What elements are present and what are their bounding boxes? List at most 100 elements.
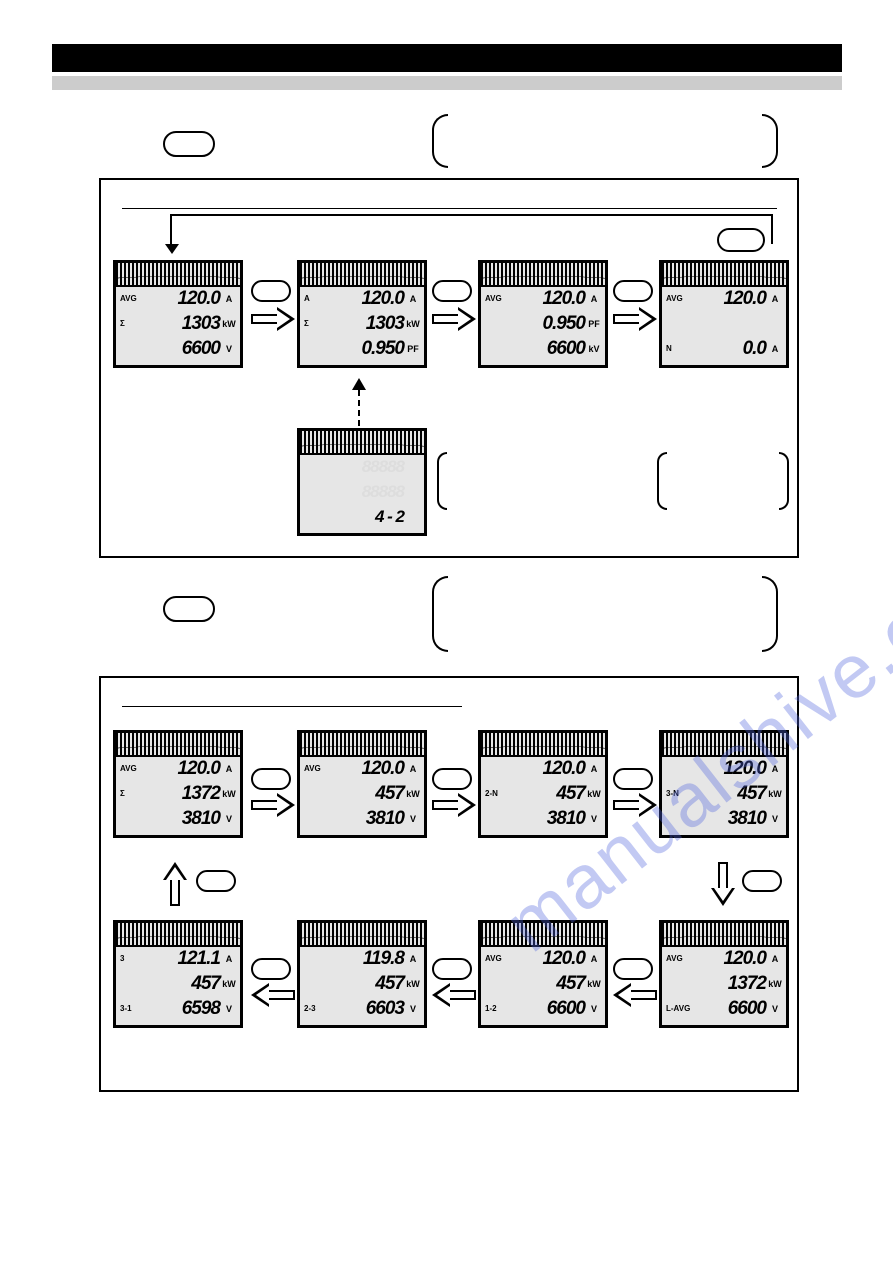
lcd-value: 120.0 — [511, 948, 587, 970]
lcd-value: 120.0 — [330, 288, 406, 310]
lcd-value: 120.0 — [692, 288, 768, 310]
panel-1-rule — [122, 208, 777, 209]
pill-feedback-1 — [717, 228, 765, 252]
dashed-line — [358, 390, 360, 426]
lcd-p2b-2: 119.8A 457kW 2-36603V — [297, 920, 427, 1028]
lcd-unit: V — [222, 814, 236, 824]
lcd-value: 120.0 — [146, 288, 222, 310]
lcd-value: 457 — [511, 973, 587, 995]
lcd-unit: A — [406, 764, 420, 774]
lcd-p1-2: A120.0A Σ1303kW 0.950PF — [297, 260, 427, 368]
lcd-value: 457 — [330, 783, 406, 805]
lcd-value: 457 — [511, 783, 587, 805]
lcd-unit: kW — [222, 319, 236, 329]
small-bracket-left-2 — [657, 452, 667, 510]
lcd-value: 1372 — [692, 973, 768, 995]
dashed-arrowhead-icon — [352, 378, 366, 390]
lcd-p2t-2: AVG120.0A 457kW 3810V — [297, 730, 427, 838]
lcd-label: 1-2 — [485, 1005, 511, 1013]
lcd-label: N — [666, 345, 692, 353]
lcd-value: 6600 — [511, 998, 587, 1020]
feedback-line-1 — [170, 214, 773, 244]
lcd-p2t-4: 120.0A 3-N457kW 3810V — [659, 730, 789, 838]
lcd-label: A — [304, 295, 330, 303]
lcd-value: 0.950 — [330, 338, 406, 360]
lcd-value: 119.8 — [330, 948, 406, 970]
lcd-unit: A — [587, 954, 601, 964]
lcd-value: 1303 — [330, 313, 406, 335]
bracket-mid-left — [432, 576, 448, 652]
lcd-unit: A — [768, 344, 782, 354]
lcd-p2b-1: 3121.1A 457kW 3-16598V — [113, 920, 243, 1028]
lcd-p1-3: AVG120.0A 0.950PF 6600kV — [478, 260, 608, 368]
lcd-value: 457 — [692, 783, 768, 805]
lcd-label: AVG — [666, 955, 692, 963]
pill-p2t-a3 — [613, 768, 653, 790]
lcd-unit: V — [587, 1004, 601, 1014]
lcd-unit: kW — [768, 789, 782, 799]
header-black-band — [52, 44, 842, 72]
lcd-unit: V — [406, 814, 420, 824]
small-bracket-right — [779, 452, 789, 510]
lcd-value: 3810 — [692, 808, 768, 830]
lcd-unit: A — [587, 764, 601, 774]
pill-mid-left — [163, 596, 215, 622]
lcd-label: Σ — [120, 320, 146, 328]
lcd-value: 120.0 — [692, 758, 768, 780]
lcd-unit: A — [222, 954, 236, 964]
arrow-up-icon — [166, 862, 188, 906]
lcd-p2b-3: AVG120.0A 457kW 1-26600V — [478, 920, 608, 1028]
pill-p2-up — [196, 870, 236, 892]
bracket-top-right — [762, 114, 778, 168]
lcd-p1-1: AVG120.0A Σ1303kW 6600V — [113, 260, 243, 368]
lcd-unit: kW — [587, 789, 601, 799]
lcd-unit: A — [587, 294, 601, 304]
lcd-label: Σ — [304, 320, 330, 328]
lcd-value: 121.1 — [146, 948, 222, 970]
pill-p2t-a2 — [432, 768, 472, 790]
lcd-unit: kW — [768, 979, 782, 989]
pill-top-left — [163, 131, 215, 157]
lcd-value: 4 - 2 — [330, 507, 406, 527]
lcd-label: AVG — [304, 765, 330, 773]
lcd-value: 120.0 — [692, 948, 768, 970]
lcd-value: 457 — [330, 973, 406, 995]
lcd-label: 2-3 — [304, 1005, 330, 1013]
lcd-unit: PF — [406, 344, 420, 354]
lcd-label: L-AVG — [666, 1005, 692, 1013]
lcd-unit: kW — [406, 979, 420, 989]
lcd-p1-small: 88888 88888 4 - 2 — [297, 428, 427, 536]
lcd-label: Σ — [120, 790, 146, 798]
lcd-value: 6603 — [330, 998, 406, 1020]
lcd-unit: kW — [222, 979, 236, 989]
lcd-value: 88888 — [330, 457, 406, 477]
lcd-unit: V — [768, 1004, 782, 1014]
lcd-unit: A — [768, 764, 782, 774]
lcd-value: 120.0 — [511, 288, 587, 310]
lcd-label: 2-N — [485, 790, 511, 798]
arrow-right-icon — [432, 310, 476, 332]
lcd-value: 3810 — [146, 808, 222, 830]
bracket-mid-right — [762, 576, 778, 652]
lcd-p2b-4: AVG120.0A 1372kW L-AVG6600V — [659, 920, 789, 1028]
lcd-value: 88888 — [330, 482, 406, 502]
lcd-label: 3 — [120, 955, 146, 963]
arrow-down-icon — [714, 862, 736, 906]
lcd-value: 1372 — [146, 783, 222, 805]
lcd-unit: kW — [406, 319, 420, 329]
lcd-p2t-3: 120.0A 2-N457kW 3810V — [478, 730, 608, 838]
panel-2-rule — [122, 706, 462, 707]
lcd-value: 6600 — [511, 338, 587, 360]
lcd-p2t-1: AVG120.0A Σ1372kW 3810V — [113, 730, 243, 838]
lcd-unit: A — [768, 954, 782, 964]
lcd-unit: V — [222, 344, 236, 354]
lcd-unit: A — [768, 294, 782, 304]
pill-p1-a3 — [613, 280, 653, 302]
lcd-unit: kW — [222, 789, 236, 799]
lcd-label: AVG — [120, 295, 146, 303]
lcd-unit: A — [222, 294, 236, 304]
lcd-value: 120.0 — [146, 758, 222, 780]
lcd-value: 1303 — [146, 313, 222, 335]
bracket-top-left — [432, 114, 448, 168]
pill-p1-a1 — [251, 280, 291, 302]
